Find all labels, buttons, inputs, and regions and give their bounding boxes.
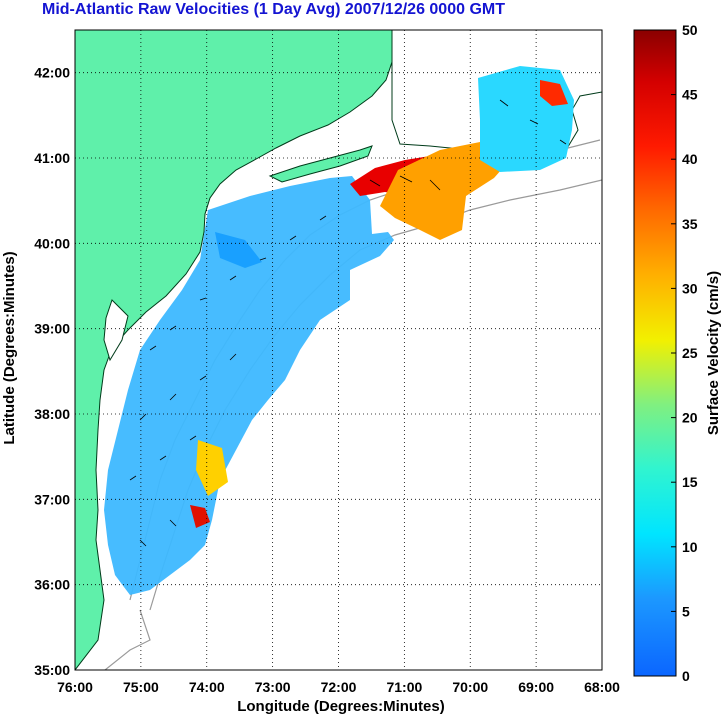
colorbar-tick-label: 45 — [682, 87, 698, 103]
colorbar-tick-label: 20 — [682, 410, 698, 426]
x-tick-label: 75:00 — [123, 679, 159, 695]
y-tick-label: 35:00 — [34, 662, 70, 678]
x-tick-label: 74:00 — [189, 679, 225, 695]
map-title: Mid-Atlantic Raw Velocities (1 Day Avg) … — [42, 1, 505, 18]
x-tick-label: 71:00 — [386, 679, 422, 695]
velocity-field-hotspot-south — [196, 440, 228, 496]
colorbar-tick-label: 10 — [682, 539, 698, 555]
landmass-delmarva — [103, 299, 129, 362]
y-tick-label: 40:00 — [34, 235, 70, 251]
x-tick-label: 68:00 — [584, 679, 620, 695]
colorbar-tick-label: 35 — [682, 216, 698, 232]
x-axis-ticks: 76:00 75:00 74:00 73:00 72:00 71:00 70:00 69:00… — [57, 679, 620, 695]
velocity-vectors — [129, 99, 567, 547]
y-tick-label: 36:00 — [34, 577, 70, 593]
colorbar-tick-label: 15 — [682, 474, 698, 490]
plot-frame — [74, 29, 603, 671]
landmass-mainland — [75, 30, 393, 670]
x-tick-label: 73:00 — [255, 679, 291, 695]
colorbar-tick-label: 5 — [682, 603, 690, 619]
velocity-field-jet-orange — [380, 138, 510, 240]
x-axis-label: Longitude (Degrees:Minutes) — [237, 698, 445, 714]
velocity-field-south — [104, 176, 394, 595]
x-tick-label: 76:00 — [57, 679, 93, 695]
y-tick-label: 39:00 — [34, 321, 70, 337]
x-tick-label: 70:00 — [452, 679, 488, 695]
velocity-field-hotspot-upper — [215, 232, 262, 268]
colorbar-tick-label: 30 — [682, 280, 698, 296]
colorbar-ticks: 0 5 10 15 20 25 30 35 40 45 50 — [671, 22, 698, 684]
x-tick-label: 69:00 — [518, 679, 554, 695]
colorbar-tick-label: 25 — [682, 345, 698, 361]
landmass-long-island — [268, 145, 373, 183]
colorbar-label: Surface Velocity (cm/s) — [705, 271, 722, 435]
y-axis-label: Latitude (Degrees:Minutes) — [1, 251, 18, 444]
y-tick-label: 42:00 — [34, 65, 70, 81]
map-grid — [75, 30, 602, 670]
colorbar-tick-label: 0 — [682, 668, 690, 684]
x-tick-label: 72:00 — [321, 679, 357, 695]
colorbar-tick-label: 50 — [682, 22, 698, 38]
bathymetry-contour — [104, 609, 151, 670]
y-tick-label: 41:00 — [34, 150, 70, 166]
velocity-field-northeast — [478, 66, 574, 172]
velocity-field-northeast-red — [540, 80, 568, 106]
y-tick-label: 38:00 — [34, 406, 70, 422]
y-tick-label: 37:00 — [34, 491, 70, 507]
colorbar — [633, 29, 677, 677]
colorbar-tick-label: 40 — [682, 151, 698, 167]
velocity-field-hotspot-red — [190, 505, 210, 528]
y-axis-ticks: 35:00 36:00 37:00 38:00 39:00 40:00 41:00 42:00 — [34, 65, 70, 678]
